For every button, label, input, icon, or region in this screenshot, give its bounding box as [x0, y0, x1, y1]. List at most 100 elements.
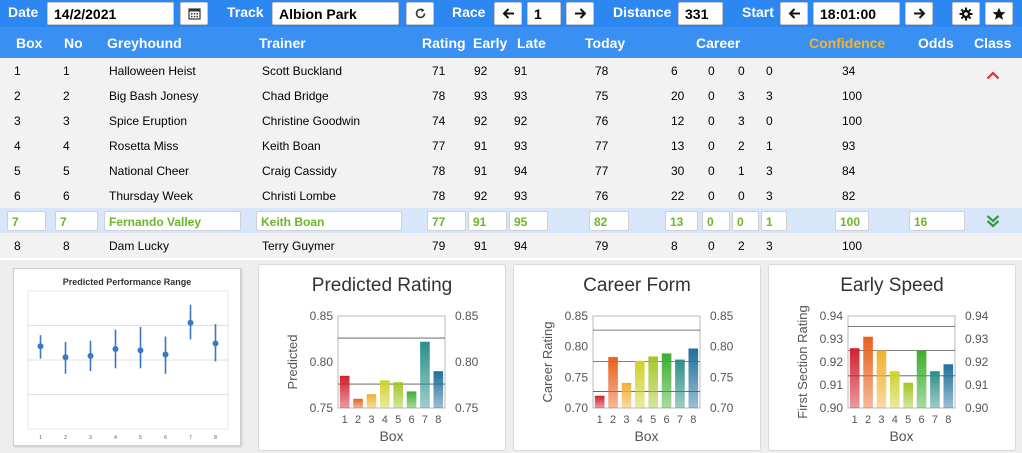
no-cell: 6	[63, 189, 70, 203]
bar	[634, 360, 645, 408]
performance-range-plot: 1 2 3 4 5 6 7 8	[27, 290, 229, 441]
late-cell: 93	[514, 189, 528, 203]
career-starts-cell[interactable]: 13	[665, 211, 698, 231]
table-row[interactable]: 2 2 Big Bash Jonesy Chad Bridge 78 93 93…	[0, 83, 1022, 108]
x-tick-label: 1	[852, 414, 858, 426]
y-tick-label: 0.94	[820, 309, 844, 323]
y-tick-label-right: 0.93	[965, 332, 989, 346]
no-cell: 8	[63, 239, 70, 253]
confidence-cell[interactable]: 100	[835, 211, 869, 231]
x-tick-label: 2	[355, 414, 361, 426]
date-field[interactable]: 14/2/2021	[47, 2, 174, 25]
race-next-button[interactable]	[566, 2, 594, 25]
bar	[339, 375, 350, 408]
x-tick-label: 6	[164, 435, 167, 441]
no-cell[interactable]: 7	[55, 211, 98, 231]
x-tick-label: 5	[905, 414, 911, 426]
x-tick-label: 7	[932, 414, 938, 426]
late-cell[interactable]: 95	[509, 211, 548, 231]
refresh-button[interactable]	[406, 2, 434, 25]
calendar-button[interactable]	[180, 2, 208, 25]
greyhound-cell[interactable]: Fernando Valley	[104, 211, 241, 231]
col-trainer[interactable]: Trainer	[259, 35, 306, 51]
confidence-cell: 93	[842, 139, 856, 153]
col-today[interactable]: Today	[585, 35, 626, 51]
predicted-rating-card: Predicted Rating 1 2 3 4 5 6 7 8 0.75 0.75 0.80 0.8…	[258, 264, 506, 451]
career-starts-cell: 6	[671, 64, 678, 78]
career-wins-cell[interactable]: 0	[702, 211, 730, 231]
col-rating[interactable]: Rating	[422, 35, 466, 51]
early-cell[interactable]: 91	[468, 211, 507, 231]
x-tick-label: 5	[650, 414, 656, 426]
x-tick-label: 7	[422, 414, 428, 426]
col-early[interactable]: Early	[473, 35, 508, 51]
table-row[interactable]: 5 5 National Cheer Craig Cassidy 78 91 9…	[0, 158, 1022, 183]
x-tick-label: 6	[409, 414, 415, 426]
favorite-button[interactable]	[985, 2, 1013, 25]
trainer-cell[interactable]: Keith Boan	[256, 211, 402, 231]
track-field[interactable]: Albion Park	[272, 2, 399, 25]
today-cell[interactable]: 82	[589, 211, 629, 231]
x-tick-label: 7	[677, 414, 683, 426]
career-thirds-cell: 1	[766, 139, 773, 153]
col-odds[interactable]: Odds	[918, 35, 954, 51]
bar	[930, 371, 940, 408]
today-cell: 76	[595, 189, 609, 203]
col-no[interactable]: No	[64, 35, 83, 51]
career-seconds-cell: 0	[738, 64, 745, 78]
career-seconds-cell[interactable]: 0	[732, 211, 759, 231]
y-tick-label-right: 0.85	[710, 309, 734, 323]
settings-button[interactable]	[952, 2, 980, 25]
table-row[interactable]: 4 4 Rosetta Miss Keith Boan 77 91 93 77 …	[0, 133, 1022, 158]
table-row[interactable]: 8 8 Dam Lucky Terry Guymer 79 91 94 79 8…	[0, 233, 1022, 258]
greyhound-cell: Rosetta Miss	[109, 139, 179, 153]
col-career[interactable]: Career	[696, 35, 741, 51]
x-axis-label: Box	[889, 428, 913, 444]
career-seconds-cell: 1	[738, 164, 745, 178]
box-cell: 2	[14, 89, 21, 103]
table-row-selected[interactable]: 7 7 Fernando Valley Keith Boan 77 91 95 …	[0, 208, 1022, 233]
x-tick-label: 4	[382, 414, 388, 426]
confidence-cell: 82	[842, 189, 856, 203]
career-form-card: Career Form 1 2 3 4 5 6 7 8 0.70 0.70 0.75 0.75 0.80…	[513, 264, 761, 451]
odds-input[interactable]: 16	[909, 211, 965, 231]
col-greyhound[interactable]: Greyhound	[107, 35, 182, 51]
table-row[interactable]: 6 6 Thursday Week Christi Lombe 78 92 93…	[0, 183, 1022, 208]
race-prev-button[interactable]	[494, 2, 522, 25]
table-row[interactable]: 1 1 Halloween Heist Scott Buckland 71 92…	[0, 58, 1022, 83]
rating-cell[interactable]: 77	[427, 211, 466, 231]
gear-icon	[959, 7, 973, 21]
y-tick-label: 0.85	[565, 309, 589, 323]
box-cell[interactable]: 7	[7, 211, 46, 231]
start-time-field[interactable]: 18:01:00	[813, 2, 900, 25]
col-confidence[interactable]: Confidence	[809, 35, 886, 51]
trainer-cell: Terry Guymer	[262, 239, 335, 253]
col-class[interactable]: Class	[974, 35, 1012, 51]
no-cell: 5	[63, 164, 70, 178]
greyhound-cell: Big Bash Jonesy	[109, 89, 199, 103]
star-icon	[992, 7, 1006, 21]
career-starts-cell: 30	[671, 164, 685, 178]
arrow-right-icon	[913, 7, 926, 20]
start-next-button[interactable]	[905, 2, 933, 25]
career-wins-cell: 0	[708, 89, 715, 103]
y-axis-label: Predicted	[285, 335, 300, 390]
career-starts-cell: 12	[671, 114, 685, 128]
table-row[interactable]: 3 3 Spice Eruption Christine Goodwin 74 …	[0, 108, 1022, 133]
col-box[interactable]: Box	[16, 35, 43, 51]
career-thirds-cell[interactable]: 1	[761, 211, 787, 231]
rating-cell: 78	[432, 89, 446, 103]
arrow-right-icon	[574, 7, 587, 20]
start-label: Start	[742, 4, 774, 20]
start-prev-button[interactable]	[780, 2, 808, 25]
distance-field[interactable]: 331	[678, 2, 723, 25]
double-chevron-down-icon[interactable]	[986, 214, 1000, 233]
race-field[interactable]: 1	[527, 2, 561, 25]
career-wins-cell: 0	[708, 64, 715, 78]
col-late[interactable]: Late	[517, 35, 546, 51]
y-tick-label-right: 0.80	[455, 355, 479, 369]
no-cell: 1	[63, 64, 70, 78]
box-cell: 3	[14, 114, 21, 128]
chevron-up-icon[interactable]	[986, 67, 1000, 85]
arrow-left-icon	[788, 7, 801, 20]
